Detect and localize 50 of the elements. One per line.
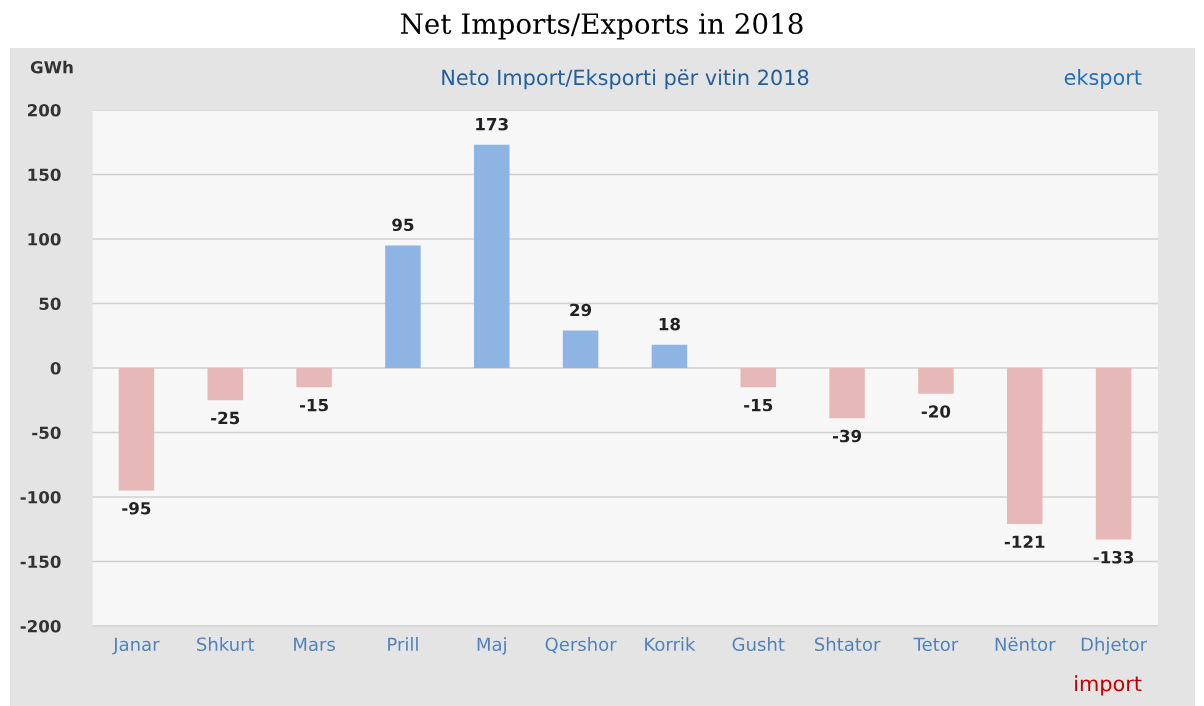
text: eksport: [1064, 68, 1142, 90]
chart-title: Net Imports/Exports in 2018: [400, 13, 803, 40]
data-label: -95: [122, 501, 151, 515]
data-label: -133: [1093, 550, 1134, 564]
data-label: 95: [392, 218, 414, 232]
y-tick-label: -200: [20, 619, 61, 633]
bar: [829, 368, 865, 419]
x-tick-label: Qershor: [545, 637, 617, 654]
data-label: -15: [299, 398, 328, 412]
x-tick-label: Korrik: [645, 637, 696, 652]
y-tick-label: 200: [27, 103, 61, 117]
x-tick-label: Shtator: [814, 637, 881, 652]
data-label: -121: [1004, 535, 1045, 548]
x-tick-label: Mars: [294, 637, 335, 652]
y-tick-label: 0: [50, 361, 61, 375]
text: import: [1075, 675, 1142, 696]
bar: [296, 368, 332, 388]
data-label: -25: [211, 411, 240, 425]
x-tick-label: Nëntor: [995, 637, 1056, 652]
bar: [118, 368, 155, 491]
y-tick-label: 150: [28, 168, 61, 182]
y-tick-label: 100: [28, 232, 61, 246]
bar: [385, 245, 421, 368]
bar: [1095, 368, 1132, 540]
bar: [562, 330, 599, 368]
x-tick-label: Dhjetor: [1081, 637, 1148, 655]
chart-subtitle: Neto Import/Eksporti për vitin 2018: [442, 69, 809, 90]
data-label: -39: [832, 429, 862, 443]
bar: [473, 144, 510, 368]
bar: [207, 368, 244, 401]
y-tick-label: -100: [20, 490, 61, 504]
x-tick-label: Tetor: [913, 637, 959, 652]
data-label: 173: [476, 117, 508, 131]
x-tick-label: Gusht: [732, 637, 785, 652]
data-label: -20: [921, 405, 951, 418]
data-label: -15: [744, 398, 773, 412]
bar: [740, 368, 777, 388]
data-label: 29: [570, 303, 592, 317]
x-tick-label: Janar: [112, 637, 160, 655]
y-tick-label: -50: [32, 426, 61, 440]
y-axis-title: GWh: [30, 60, 73, 74]
y-tick-label: -150: [20, 555, 61, 569]
x-tick-label: Maj: [477, 637, 506, 655]
x-tick-label: Shkurt: [197, 637, 255, 652]
bar: [651, 344, 688, 368]
y-tick-label: 50: [39, 297, 61, 311]
bar: [918, 368, 954, 394]
data-label: 18: [659, 317, 680, 331]
bar: [1006, 368, 1043, 525]
x-tick-label: Prill: [388, 637, 418, 651]
